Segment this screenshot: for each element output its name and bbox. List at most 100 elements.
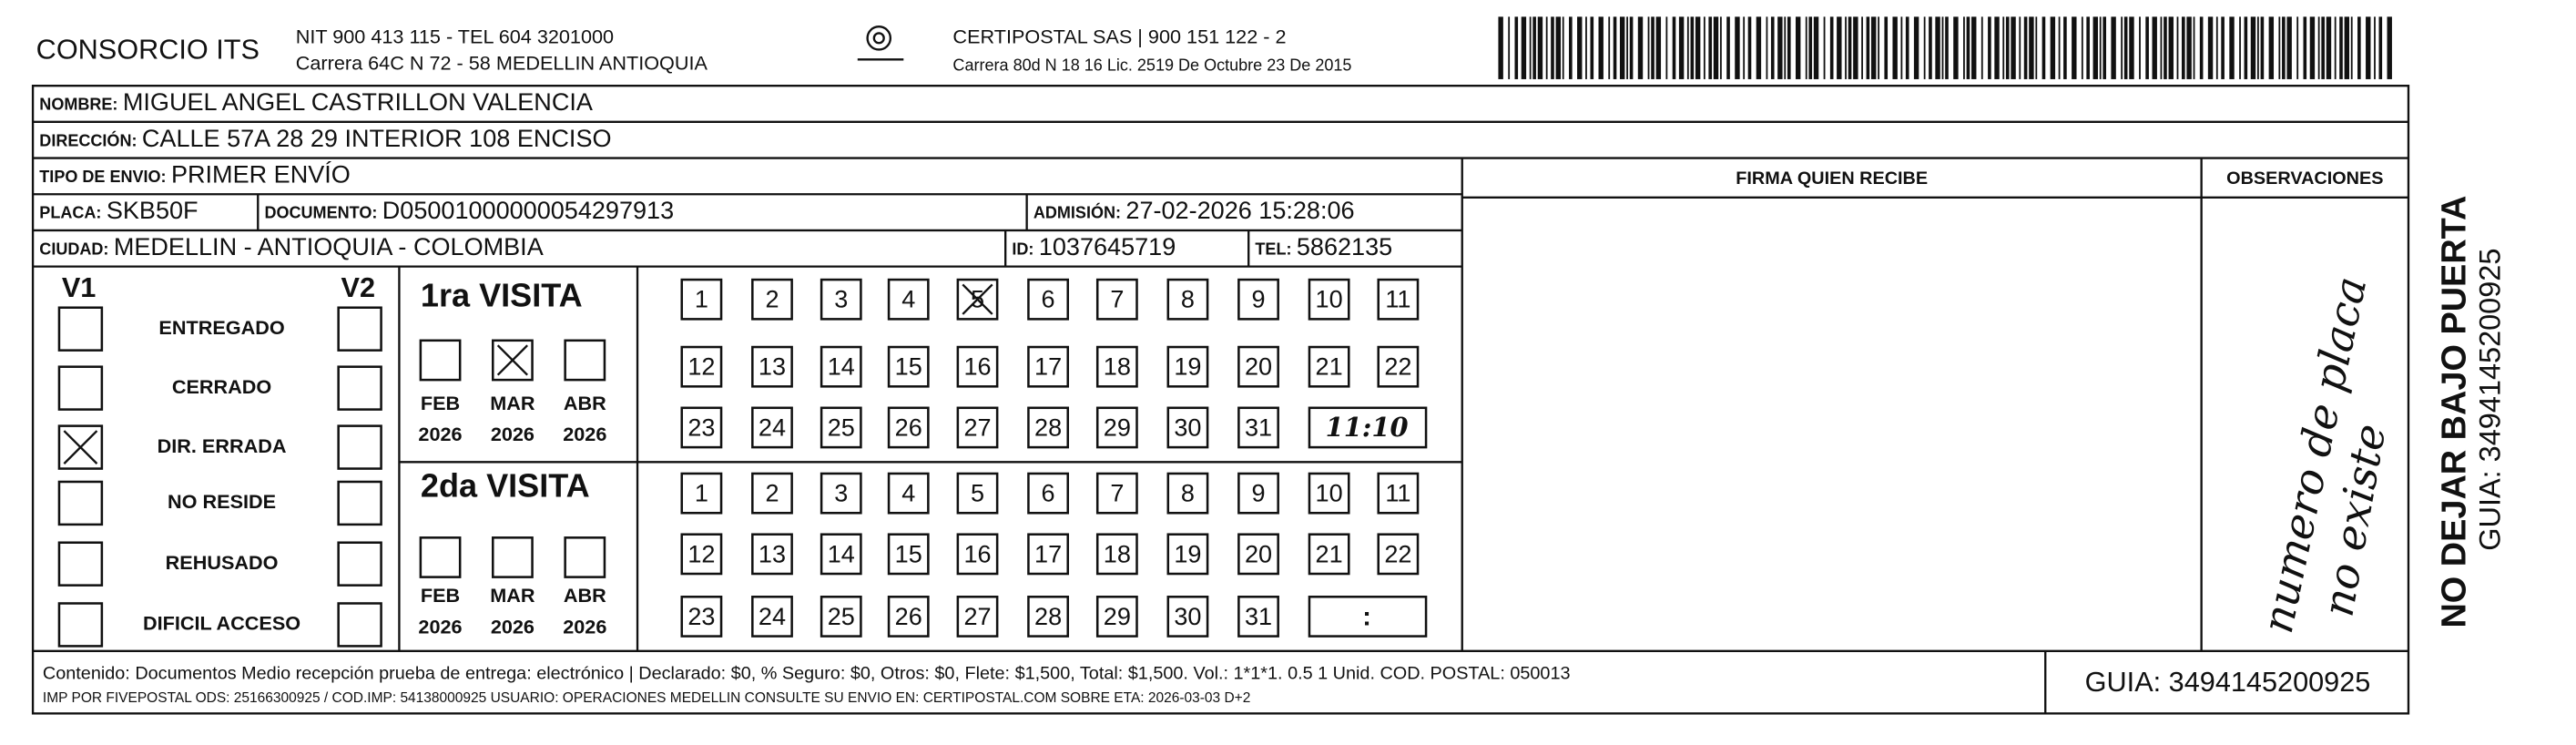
- v2-header: V2: [341, 272, 376, 303]
- side-guia: GUIA: 3494145200925: [2474, 249, 2507, 551]
- barcode-bar: [2181, 16, 2185, 79]
- day-box: [751, 406, 793, 449]
- month-label: MAR: [490, 392, 535, 414]
- day-label: 27: [963, 603, 991, 630]
- barcode-bar: [1805, 16, 1807, 79]
- field-value: 27-02-2026 15:28:06: [1125, 197, 1354, 224]
- signature-title: FIRMA QUIEN RECIBE: [1736, 168, 1928, 189]
- barcode-bar: [2002, 16, 2005, 79]
- barcode-bar: [1913, 16, 1919, 79]
- status-label: ENTREGADO: [158, 316, 284, 339]
- barcode-bar: [1619, 16, 1625, 79]
- day-label: 4: [901, 286, 915, 313]
- day-label: 16: [963, 353, 991, 381]
- day-label: 10: [1316, 480, 1343, 507]
- day-label: 23: [687, 603, 715, 630]
- barcode-bar: [2350, 16, 2353, 79]
- month-checkbox: [491, 536, 534, 578]
- barcode-bar: [1637, 16, 1644, 79]
- barcode-bar: [1569, 16, 1573, 79]
- day-box: [680, 596, 723, 638]
- day-label: 12: [687, 353, 715, 381]
- day-box: [820, 533, 862, 576]
- footer-imp: IMP POR FIVEPOSTAL ODS: 25166300925 / CO…: [43, 690, 1250, 706]
- day-box: [1166, 472, 1209, 515]
- day-label: 9: [1252, 286, 1266, 313]
- nit: NIT 900 413 115 - TEL 604 3201000: [296, 26, 614, 48]
- day-label: 31: [1245, 603, 1272, 630]
- day-label: 12: [687, 540, 715, 567]
- year-label: 2026: [418, 615, 462, 638]
- day-label: 21: [1316, 540, 1343, 567]
- barcode-bar: [1608, 16, 1611, 79]
- barcode-bar: [2139, 16, 2141, 79]
- status-label: REHUSADO: [166, 551, 279, 574]
- barcode-bar: [2005, 16, 2010, 79]
- barcode-bar: [1892, 16, 1898, 79]
- footer-guia: GUIA: 3494145200925: [2085, 667, 2371, 698]
- barcode-bar: [2168, 16, 2174, 79]
- day-box: [751, 278, 793, 321]
- day-box: [680, 345, 723, 388]
- barcode-bar: [1577, 16, 1583, 79]
- barcode-bar: [1766, 16, 1768, 79]
- barcode-bar: [1585, 16, 1587, 79]
- day-box: [887, 278, 930, 321]
- day-label: 14: [828, 540, 855, 567]
- barcode-bar: [2268, 16, 2275, 79]
- field-value: PRIMER ENVÍO: [171, 161, 351, 189]
- day-label: 29: [1104, 603, 1131, 630]
- barcode-bar: [2199, 16, 2204, 79]
- barcode-bar: [2029, 16, 2034, 79]
- day-box: [751, 472, 793, 515]
- barcode-bar: [1777, 16, 1783, 79]
- day-box: [1095, 345, 1138, 388]
- day-label: 9: [1252, 480, 1266, 507]
- checkbox: [57, 306, 104, 352]
- month-label: MAR: [490, 584, 535, 607]
- day-label: 20: [1245, 540, 1272, 567]
- barcode-bar: [1935, 16, 1940, 79]
- day-label: 3: [834, 480, 848, 507]
- barcode-bar: [1770, 16, 1775, 79]
- barcode-bar: [1743, 16, 1746, 79]
- field-label: PLACA:: [39, 204, 101, 222]
- month-label: FEB: [421, 392, 460, 414]
- barcode-bar: [1690, 16, 1695, 79]
- day-box: [1237, 278, 1279, 321]
- barcode-bar: [2193, 16, 2195, 79]
- barcode-bar: [2321, 16, 2325, 79]
- barcode-bar: [1651, 16, 1655, 79]
- barcode-bar: [2121, 16, 2123, 79]
- barcode-bar: [2103, 16, 2106, 79]
- carrier: CERTIPOSTAL SAS | 900 151 122 - 2: [952, 26, 1286, 48]
- day-box: [820, 472, 862, 515]
- month-checkbox: [419, 536, 462, 578]
- barcode-bar: [1953, 16, 1959, 79]
- barcode-bar: [1994, 16, 2000, 79]
- day-box: [1095, 472, 1138, 515]
- day-label: 21: [1316, 353, 1343, 381]
- barcode-bar: [1787, 16, 1791, 79]
- barcode-bar: [2278, 16, 2281, 79]
- field-value: MEDELLIN - ANTIOQUIA - COLOMBIA: [114, 233, 544, 260]
- barcode-bar: [1695, 16, 1701, 79]
- barcode-bar: [1521, 16, 1527, 79]
- day-label: 25: [828, 413, 855, 441]
- barcode-bar: [1747, 16, 1752, 79]
- barcode-bar: [1672, 16, 1676, 79]
- barcode-bar: [2286, 16, 2292, 79]
- day-label: 8: [1181, 286, 1195, 313]
- barcode-bar: [2035, 16, 2038, 79]
- day-label: 11: [1385, 480, 1410, 507]
- barcode-bar: [1829, 16, 1834, 79]
- day-box: [1027, 533, 1069, 576]
- day-label: 15: [895, 540, 922, 567]
- checkbox: [337, 365, 382, 411]
- barcode-bar: [2050, 16, 2056, 79]
- day-box: [887, 345, 930, 388]
- barcode-bar: [2186, 16, 2192, 79]
- year-label: 2026: [491, 423, 535, 445]
- status-label: DIFICIL ACCESO: [143, 612, 300, 635]
- day-label: 28: [1034, 413, 1062, 441]
